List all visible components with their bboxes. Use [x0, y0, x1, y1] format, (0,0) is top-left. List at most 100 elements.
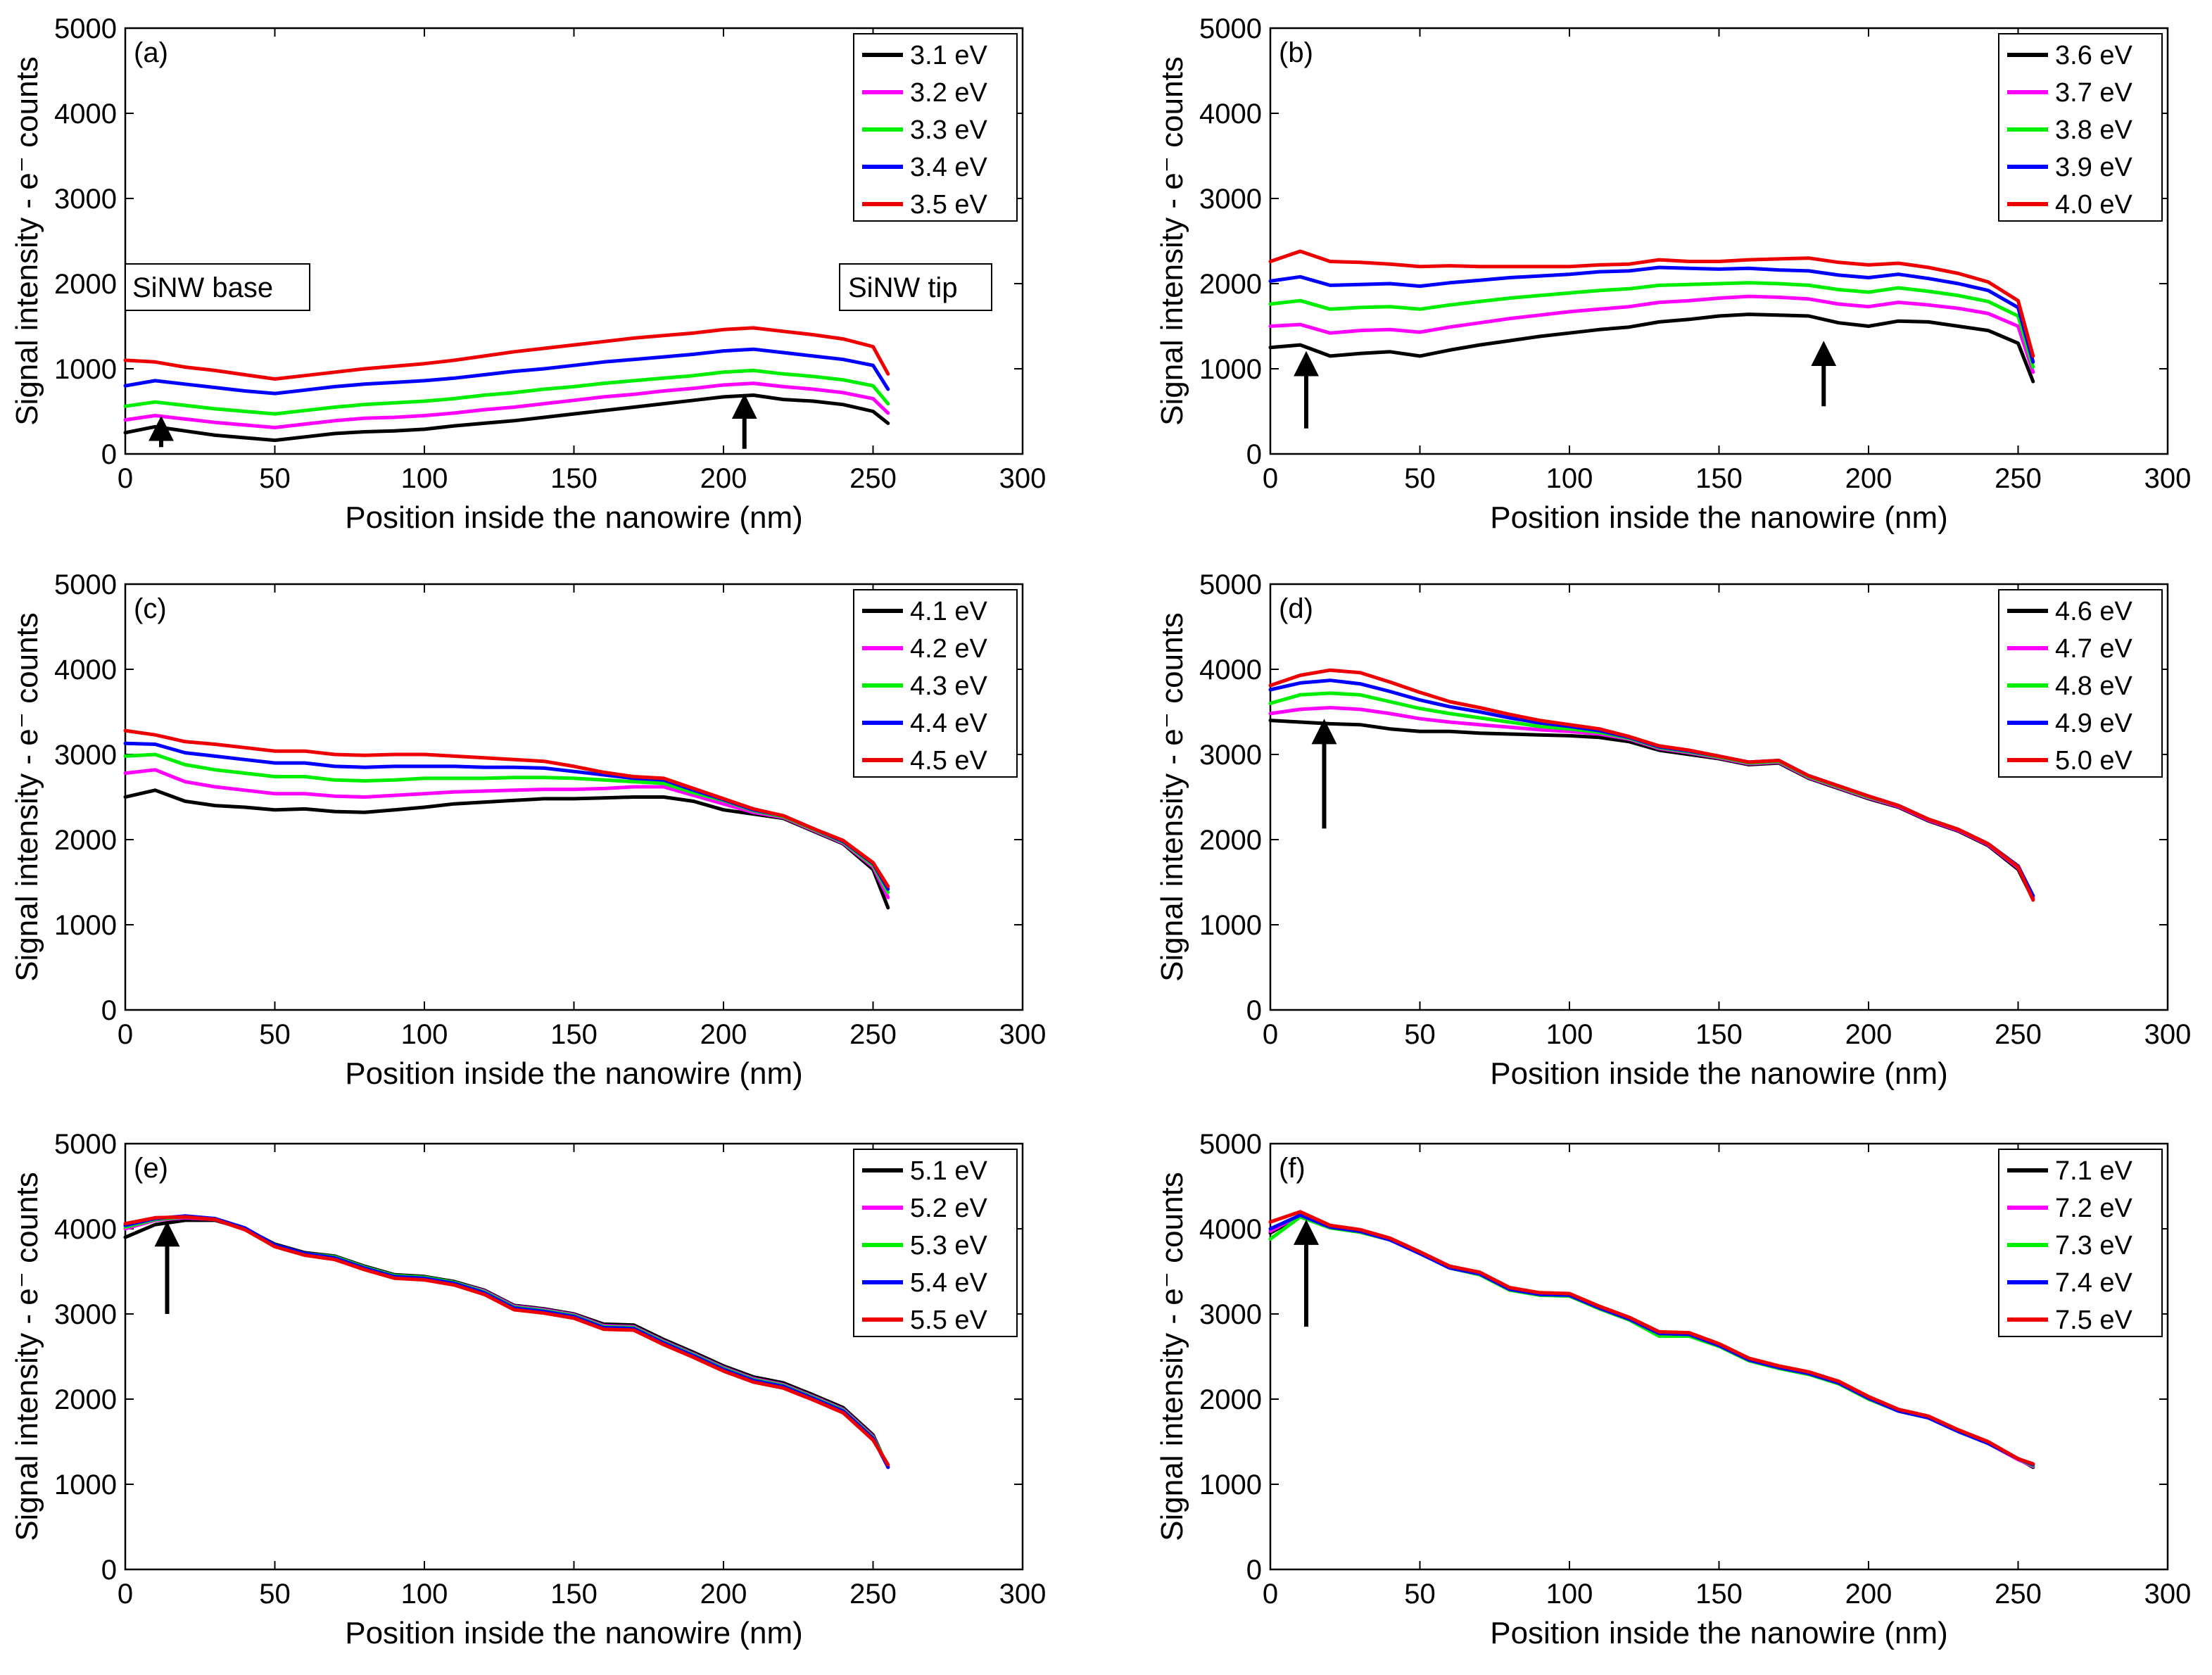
legend-label: 3.6 eV [2055, 41, 2133, 70]
x-tick-label: 150 [1695, 1019, 1743, 1050]
x-tick-label: 250 [849, 1579, 897, 1610]
x-tick-label: 300 [2144, 463, 2192, 494]
panel-label: (f) [1279, 1153, 1306, 1184]
annotation-sinw-base: SiNW base [125, 263, 310, 311]
y-tick-label: 0 [101, 1555, 117, 1586]
x-tick-label: 50 [259, 463, 291, 494]
y-axis-title: Signal intensity - e⁻ counts [1155, 1172, 1189, 1541]
y-tick-label: 3000 [54, 184, 117, 215]
legend-label: 4.2 eV [910, 634, 988, 664]
x-tick-label: 200 [700, 1579, 747, 1610]
y-tick-label: 1000 [1199, 910, 1262, 941]
legend-label: 7.4 eV [2055, 1268, 2133, 1298]
x-tick-label: 0 [118, 1019, 133, 1050]
y-tick-label: 0 [101, 439, 117, 470]
legend: 4.6 eV 4.7 eV 4.8 eV 4.9 eV 5.0 eV [1998, 589, 2163, 778]
y-axis-title: Signal intensity - e⁻ counts [1155, 612, 1189, 982]
y-tick-label: 0 [1246, 439, 1262, 470]
y-tick-label: 0 [101, 995, 117, 1026]
legend-label: 3.1 eV [910, 41, 988, 70]
y-tick-label: 3000 [1199, 740, 1262, 771]
series-line-7.1-eV [1268, 1214, 2035, 1469]
y-tick-label: 5000 [54, 1129, 117, 1160]
x-tick-label: 50 [1404, 1579, 1436, 1610]
series-line-5.0-eV [1268, 668, 2035, 902]
x-tick-label: 100 [1546, 1579, 1593, 1610]
series-line-4.3-eV [123, 752, 890, 895]
legend-label: 3.3 eV [910, 115, 988, 145]
y-tick-label: 5000 [54, 13, 117, 44]
x-tick-label: 200 [1845, 1579, 1892, 1610]
legend-label: 3.2 eV [910, 78, 988, 108]
legend-label: 7.3 eV [2055, 1231, 2133, 1260]
x-tick-label: 250 [1995, 1579, 2042, 1610]
panel-label: (a) [134, 37, 168, 68]
series-line-5.4-eV [123, 1214, 890, 1469]
x-tick-label: 300 [2144, 1019, 2192, 1050]
y-tick-label: 4000 [54, 99, 117, 129]
series-line-3.6-eV [1268, 312, 2035, 384]
series-line-5.1-eV [123, 1218, 890, 1469]
annotation-sinw-tip: SiNW tip [839, 263, 992, 311]
annotation-text: SiNW tip [848, 272, 958, 303]
x-tick-label: 50 [1404, 463, 1436, 494]
y-tick-label: 3000 [54, 1299, 117, 1330]
legend: 3.1 eV 3.2 eV 3.3 eV 3.4 eV 3.5 eV [853, 33, 1018, 222]
series-line-4.2-eV [123, 768, 890, 899]
y-tick-label: 3000 [1199, 184, 1262, 215]
legend-label: 5.2 eV [910, 1194, 988, 1223]
x-axis-title: Position inside the nanowire (nm) [1490, 500, 1948, 535]
series-line-5.2-eV [123, 1215, 890, 1469]
x-tick-label: 150 [1695, 1579, 1743, 1610]
x-tick-label: 0 [1263, 463, 1278, 494]
panel-label: (b) [1279, 37, 1313, 68]
legend-label: 4.0 eV [2055, 190, 2133, 220]
annotation-box [125, 263, 310, 311]
legend-label: 4.6 eV [2055, 597, 2133, 626]
series-line-5.5-eV [123, 1215, 890, 1467]
x-tick-label: 200 [1845, 463, 1892, 494]
legend-label: 5.5 eV [910, 1306, 988, 1335]
series-line-3.8-eV [1268, 281, 2035, 369]
y-tick-label: 4000 [54, 655, 117, 685]
x-tick-label: 100 [401, 1579, 448, 1610]
series-line-3.9-eV [1268, 265, 2035, 364]
x-axis-title: Position inside the nanowire (nm) [1490, 1616, 1948, 1650]
legend: 4.1 eV 4.2 eV 4.3 eV 4.4 eV 4.5 eV [853, 589, 1018, 778]
x-tick-label: 250 [1995, 463, 2042, 494]
legend-label: 4.7 eV [2055, 634, 2133, 664]
legend-label: 3.7 eV [2055, 78, 2133, 108]
x-tick-label: 100 [401, 1019, 448, 1050]
x-axis-title: Position inside the nanowire (nm) [345, 500, 803, 535]
y-tick-label: 5000 [1199, 569, 1262, 600]
y-tick-label: 1000 [54, 354, 117, 385]
legend-label: 5.3 eV [910, 1231, 988, 1260]
x-tick-label: 100 [1546, 463, 1593, 494]
y-tick-label: 0 [1246, 995, 1262, 1026]
y-tick-label: 4000 [1199, 655, 1262, 685]
panel-a: 0 50 100 150 200 250 300010002000300040005000P… [10, 13, 1046, 535]
series-line-3.1-eV [123, 393, 890, 443]
x-tick-label: 250 [1995, 1019, 2042, 1050]
annotation-text: SiNW base [132, 272, 273, 303]
x-tick-label: 200 [1845, 1019, 1892, 1050]
x-tick-label: 0 [118, 463, 133, 494]
legend-label: 3.5 eV [910, 190, 988, 220]
x-tick-label: 250 [849, 1019, 897, 1050]
y-tick-label: 5000 [1199, 13, 1262, 44]
legend: 3.6 eV 3.7 eV 3.8 eV 3.9 eV 4.0 eV [1998, 33, 2163, 222]
x-tick-label: 0 [1263, 1019, 1278, 1050]
y-tick-label: 2000 [54, 269, 117, 300]
legend-label: 7.1 eV [2055, 1156, 2133, 1186]
series-line-4.5-eV [123, 728, 890, 888]
panel-c: 0 50 100 150 200 250 300010002000300040005000P… [10, 569, 1046, 1091]
x-tick-label: 250 [849, 463, 897, 494]
legend-label: 5.1 eV [910, 1156, 988, 1186]
legend-label: 3.8 eV [2055, 115, 2133, 145]
legend-label: 5.0 eV [2055, 746, 2133, 776]
series-line-3.2-eV [123, 381, 890, 429]
x-tick-label: 50 [259, 1579, 291, 1610]
panel-label: (d) [1279, 593, 1313, 624]
y-tick-label: 0 [1246, 1555, 1262, 1586]
